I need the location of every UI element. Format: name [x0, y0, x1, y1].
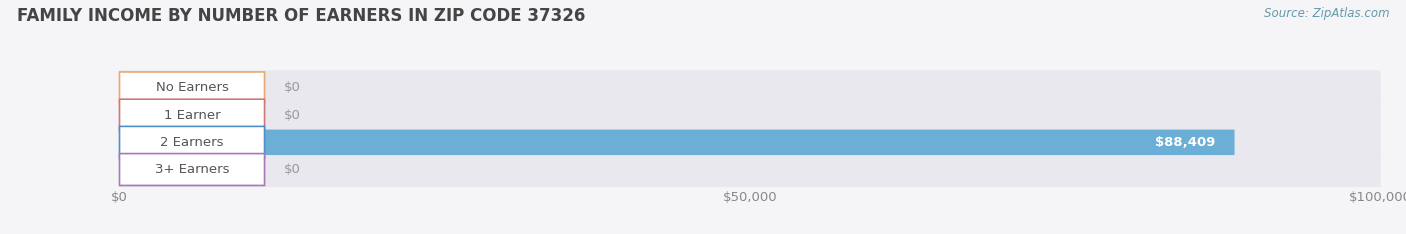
FancyBboxPatch shape	[120, 72, 264, 104]
FancyBboxPatch shape	[120, 130, 1234, 155]
FancyBboxPatch shape	[120, 125, 1381, 160]
Text: FAMILY INCOME BY NUMBER OF EARNERS IN ZIP CODE 37326: FAMILY INCOME BY NUMBER OF EARNERS IN ZI…	[17, 7, 585, 25]
Text: 2 Earners: 2 Earners	[160, 136, 224, 149]
Text: $88,409: $88,409	[1156, 136, 1216, 149]
FancyBboxPatch shape	[120, 126, 264, 158]
FancyBboxPatch shape	[120, 70, 1381, 105]
FancyBboxPatch shape	[120, 152, 1381, 187]
Text: $0: $0	[284, 109, 301, 122]
Text: $0: $0	[284, 81, 301, 94]
Text: $0: $0	[284, 163, 301, 176]
Text: 3+ Earners: 3+ Earners	[155, 163, 229, 176]
FancyBboxPatch shape	[120, 98, 1381, 133]
Text: 1 Earner: 1 Earner	[163, 109, 221, 122]
FancyBboxPatch shape	[120, 99, 264, 131]
Text: Source: ZipAtlas.com: Source: ZipAtlas.com	[1264, 7, 1389, 20]
Text: No Earners: No Earners	[156, 81, 228, 94]
FancyBboxPatch shape	[120, 154, 264, 185]
